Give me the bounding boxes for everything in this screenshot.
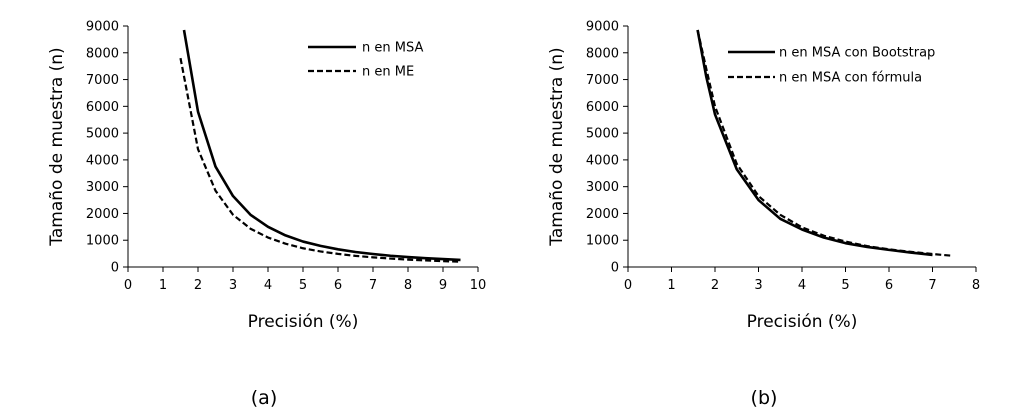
x-tick-label: 5 bbox=[841, 278, 849, 293]
x-tick-label: 8 bbox=[404, 278, 412, 293]
y-tick-label: 3000 bbox=[586, 180, 619, 195]
y-tick-label: 5000 bbox=[586, 127, 619, 142]
legend-label-1: n en MSA con Bootstrap bbox=[779, 46, 935, 61]
y-tick-label: 4000 bbox=[86, 153, 119, 168]
series-line-2 bbox=[696, 29, 953, 257]
y-tick-label: 4000 bbox=[586, 153, 619, 168]
chart-panel-a: 0 1000 2000 3000 4000 5000 6000 7000 8000 9000 0 1 2… bbox=[47, 20, 486, 410]
x-axis-title: Precisión (%) bbox=[248, 312, 359, 332]
y-tick-label: 9000 bbox=[86, 20, 119, 35]
x-tick-label: 9 bbox=[439, 278, 447, 293]
x-tick-label: 6 bbox=[885, 278, 893, 293]
panel-label: (a) bbox=[251, 387, 277, 409]
y-tick-label: 9000 bbox=[586, 20, 619, 35]
x-tick-label: 0 bbox=[124, 278, 132, 293]
x-tick-label: 3 bbox=[754, 278, 762, 293]
y-tick-label: 0 bbox=[111, 261, 119, 276]
x-axis-title: Precisión (%) bbox=[747, 312, 858, 332]
y-tick-label: 8000 bbox=[86, 46, 119, 61]
y-tick-label: 1000 bbox=[586, 234, 619, 249]
x-tick-label: 3 bbox=[229, 278, 237, 293]
x-tick-label: 1 bbox=[159, 278, 167, 293]
y-tick-label: 7000 bbox=[86, 73, 119, 88]
x-tick-label: 0 bbox=[624, 278, 632, 293]
y-axis-title: Tamaño de muestra (n) bbox=[547, 47, 567, 246]
y-tick-label: 6000 bbox=[586, 100, 619, 115]
legend-label-2: n en MSA con fórmula bbox=[779, 71, 922, 86]
legend-label-2: n en ME bbox=[362, 65, 414, 80]
x-tick-label: 7 bbox=[928, 278, 936, 293]
series-line-1 bbox=[696, 29, 933, 257]
x-tick-label: 1 bbox=[667, 278, 675, 293]
panel-label: (b) bbox=[751, 387, 778, 409]
x-tick-label: 4 bbox=[264, 278, 272, 293]
y-tick-label: 3000 bbox=[86, 180, 119, 195]
y-tick-label: 1000 bbox=[86, 234, 119, 249]
legend: n en MSA n en ME bbox=[308, 41, 423, 80]
legend-label-1: n en MSA bbox=[362, 41, 423, 56]
y-axis-title: Tamaño de muestra (n) bbox=[47, 47, 67, 246]
series-line-1 bbox=[182, 29, 461, 262]
series-line-2 bbox=[179, 57, 461, 263]
legend: n en MSA con Bootstrap n en MSA con fórmu… bbox=[728, 46, 935, 86]
x-tick-label: 10 bbox=[470, 278, 487, 293]
y-tick-label: 2000 bbox=[86, 207, 119, 222]
x-tick-label: 2 bbox=[711, 278, 719, 293]
x-tick-label: 2 bbox=[194, 278, 202, 293]
chart-panel-b: 0 1000 2000 3000 4000 5000 6000 7000 8000 9000 0 1 2… bbox=[547, 20, 980, 410]
y-tick-label: 2000 bbox=[586, 207, 619, 222]
y-tick-label: 5000 bbox=[86, 127, 119, 142]
y-tick-label: 8000 bbox=[586, 46, 619, 61]
y-tick-label: 7000 bbox=[586, 73, 619, 88]
x-tick-label: 8 bbox=[972, 278, 980, 293]
x-tick-label: 6 bbox=[334, 278, 342, 293]
x-tick-label: 5 bbox=[299, 278, 307, 293]
x-tick-label: 4 bbox=[798, 278, 806, 293]
y-tick-label: 0 bbox=[611, 261, 619, 276]
x-tick-label: 7 bbox=[369, 278, 377, 293]
y-tick-label: 6000 bbox=[86, 100, 119, 115]
